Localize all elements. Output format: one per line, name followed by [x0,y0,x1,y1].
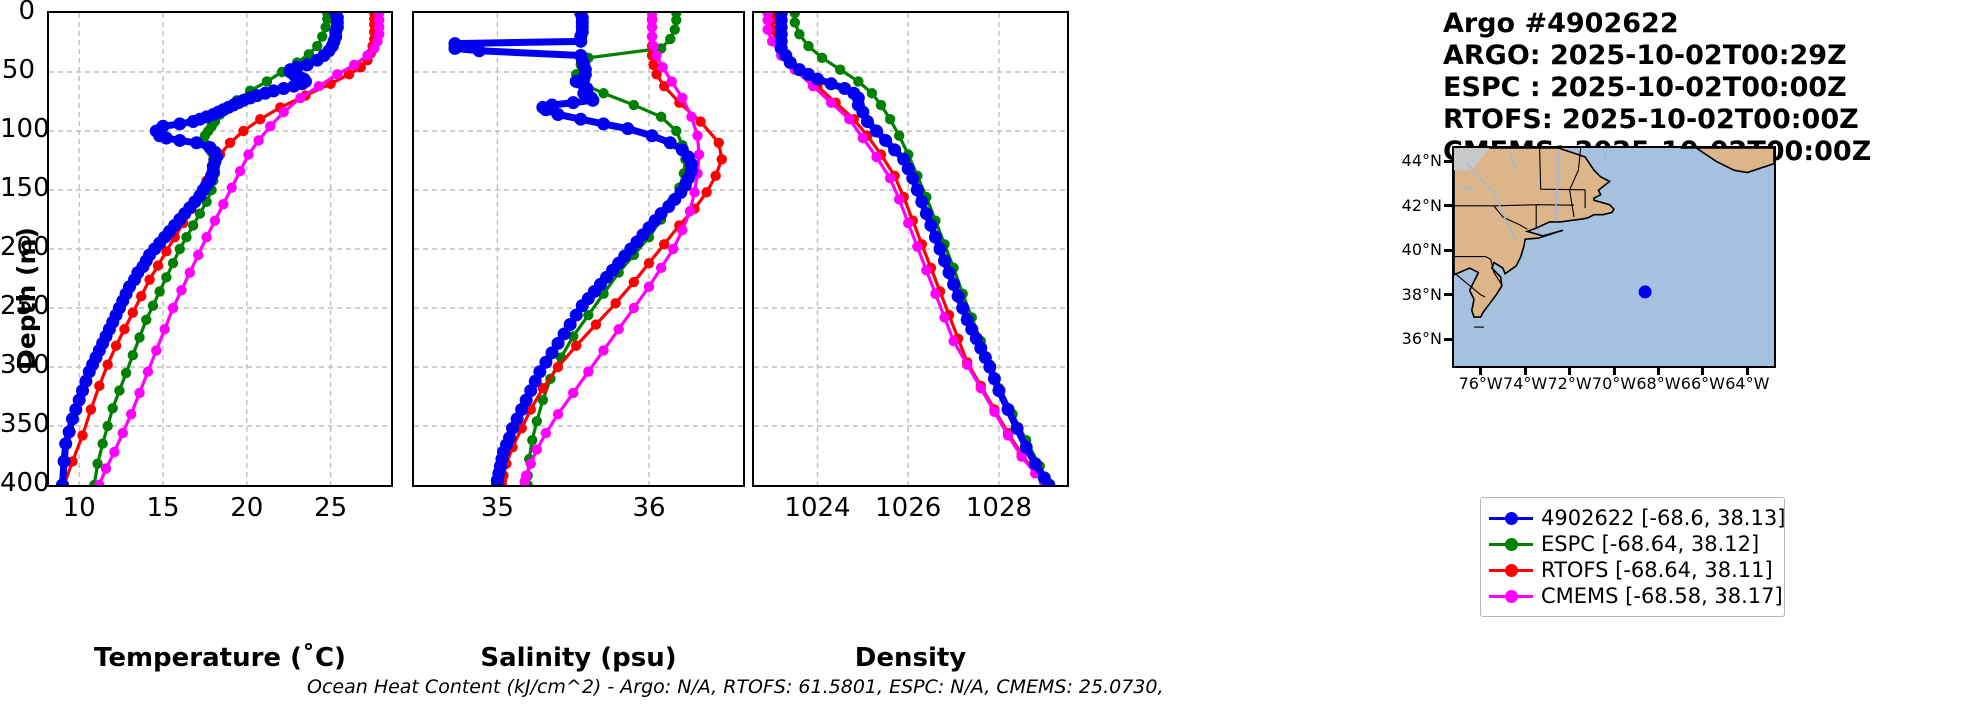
map-lon-tick: 68°W [1636,374,1681,393]
profile-header: Argo #4902622 ARGO: 2025-10-02T00:29Z ES… [1443,8,1871,168]
map-lat-tick: 36°N [1401,329,1442,349]
legend-item-argo[interactable]: 4902622 [-68.6, 38.13] [1489,505,1785,531]
header-line-espc-time: ESPC : 2025-10-02T00:00Z [1443,72,1847,103]
legend-label-espc: ESPC [-68.64, 38.12] [1541,532,1760,556]
x-tick-label: 1028 [965,493,1033,523]
legend-item-cmems[interactable]: CMEMS [-68.58, 38.17] [1489,583,1783,609]
header-line-argo-time: ARGO: 2025-10-02T00:29Z [1443,40,1847,71]
y-tick-label: 250 [0,291,50,321]
density-axis-label: Density [854,643,967,673]
map-lon-tick: 64°W [1725,374,1770,393]
map-lat-tickmark [1444,248,1454,252]
x-tick-label: 35 [480,493,514,523]
header-line-float-id: Argo #4902622 [1443,8,1679,39]
map-lat-tickmark [1444,204,1454,208]
y-tick-label: 100 [0,114,50,144]
map-lat-tickmark [1444,337,1454,341]
header-line-rtofs-time: RTOFS: 2025-10-02T00:00Z [1443,104,1859,135]
map-lon-tickmark [1479,366,1483,375]
legend-swatch-cmems [1489,586,1533,606]
map-lon-tickmark [1745,366,1749,375]
legend-label-cmems: CMEMS [-68.58, 38.17] [1541,584,1783,608]
x-tick-label: 36 [632,493,666,523]
y-tick-label: 350 [0,409,50,439]
map-lat-tickmark [1444,293,1454,297]
map-lon-tick: 76°W [1458,374,1503,393]
map-lat-tick: 42°N [1401,195,1442,215]
temperature-plot-svg [49,13,391,485]
y-tick-label: 150 [0,173,50,203]
x-tick-label: 20 [230,493,264,523]
map-lon-tickmark [1612,366,1616,375]
salinity-plot-svg [414,13,743,485]
legend-item-espc[interactable]: ESPC [-68.64, 38.12] [1489,531,1774,557]
legend-label-rtofs: RTOFS [-68.64, 38.11] [1541,558,1773,582]
map-lat-tick: 38°N [1401,284,1442,304]
map-lon-tickmark [1523,366,1527,375]
location-map-svg [1454,148,1774,366]
legend-label-argo: 4902622 [-68.6, 38.13] [1541,506,1786,530]
map-lat-tickmark [1444,159,1454,163]
salinity-axis-label: Salinity (psu) [480,643,677,673]
y-tick-label: 50 [1,55,35,85]
temperature-axis-label: Temperature (˚C) [94,643,346,673]
x-tick-label: 1026 [875,493,942,523]
y-tick-label: 0 [18,0,35,26]
x-tick-label: 10 [62,493,96,523]
map-lat-tick: 44°N [1401,151,1442,171]
map-lon-tickmark [1568,366,1572,375]
salinity-panel [412,11,745,487]
density-panel [752,11,1069,487]
x-tick-label: 1024 [784,493,851,523]
legend-swatch-rtofs [1489,560,1533,580]
legend-swatch-argo [1489,508,1533,528]
series-legend: 4902622 [-68.6, 38.13] ESPC [-68.64, 38.… [1480,497,1785,617]
density-plot-svg [754,13,1067,485]
map-lon-tickmark [1701,366,1705,375]
map-lon-tick: 70°W [1591,374,1637,393]
ocean-heat-content-caption: Ocean Heat Content (kJ/cm^2) - Argo: N/A… [307,676,1164,698]
map-lon-tick: 74°W [1503,374,1548,393]
map-lon-tickmark [1656,366,1660,375]
map-lon-tick: 66°W [1680,374,1725,393]
map-lon-tick: 72°W [1547,374,1592,393]
y-tick-label: 300 [0,350,50,380]
map-lat-tick: 40°N [1401,240,1442,260]
legend-item-rtofs[interactable]: RTOFS [-68.64, 38.11] [1489,557,1774,583]
x-tick-label: 15 [146,493,180,523]
legend-swatch-espc [1489,534,1533,554]
location-map[interactable] [1452,146,1776,368]
y-tick-label: 200 [0,232,50,262]
x-tick-label: 25 [314,493,348,523]
temperature-panel [47,11,393,487]
